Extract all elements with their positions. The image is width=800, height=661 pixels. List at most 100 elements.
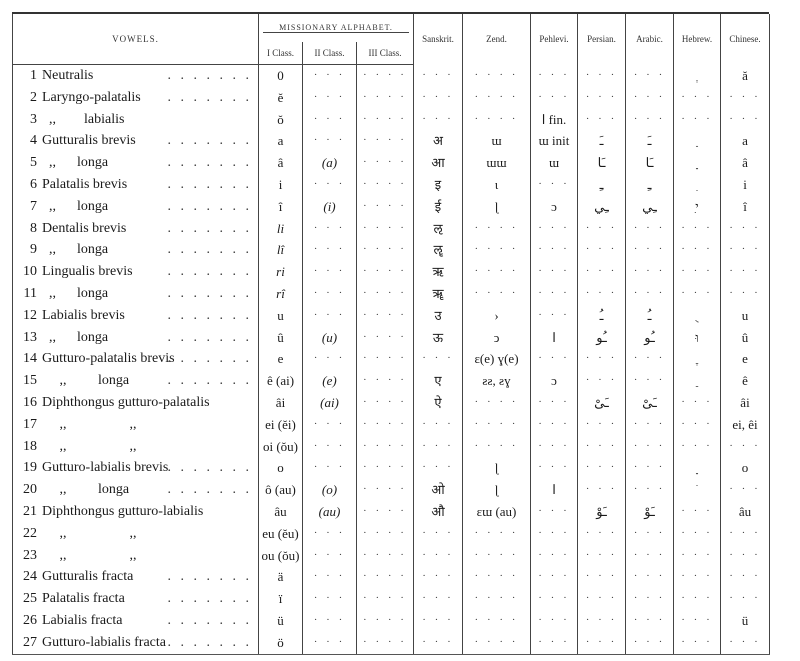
class-2-cell: · · · bbox=[302, 130, 357, 153]
class-2-cell: (u) bbox=[302, 326, 357, 349]
vowel-name-cell: 14 Gutturo-palatalis brevis. . . . . . . bbox=[12, 348, 259, 371]
class-2-cell: · · · bbox=[302, 86, 357, 109]
header-zend: Zend. bbox=[462, 14, 531, 65]
hebrew-cell: · · · bbox=[673, 435, 721, 458]
table-row: 13 ,, longa. . . . . . . û (u) · · · · ऊ ↄ ا ـُ… bbox=[12, 326, 770, 349]
row-number: 10 bbox=[23, 264, 37, 280]
class-3-cell: · · · · bbox=[356, 282, 414, 305]
sanskrit-cell: उ bbox=[413, 304, 463, 327]
class-1-cell: rî bbox=[258, 282, 303, 305]
class-1-cell: ô (au) bbox=[258, 479, 303, 501]
table-row: 1 Neutralis. . . . . . . 0 · · · · · · · · · … bbox=[12, 64, 770, 87]
pehlevi-cell: · · · bbox=[530, 413, 578, 436]
dot-leader: . . . . . . . bbox=[167, 569, 252, 585]
brace-line bbox=[263, 31, 409, 33]
zend-cell: ɯ bbox=[462, 130, 531, 153]
sanskrit-cell: · · · bbox=[413, 435, 463, 458]
vowel-name: ,, longa bbox=[42, 482, 130, 498]
row-number: 15 bbox=[23, 373, 37, 389]
zend-cell: ɭ bbox=[462, 457, 531, 480]
class-1-cell: ö bbox=[258, 631, 303, 655]
vowel-name-cell: 25 Palatalis fracta . . . . . . . bbox=[12, 588, 259, 610]
hebrew-cell: ִי bbox=[673, 195, 721, 218]
vowel-name: Gutturo-labialis fracta bbox=[42, 634, 167, 650]
persian-cell: ـَا bbox=[577, 152, 626, 174]
class-3-cell: · · · · bbox=[356, 217, 414, 240]
chinese-cell: · · · bbox=[720, 108, 770, 131]
vowel-name: ,, ,, bbox=[42, 416, 137, 432]
row-number: 8 bbox=[30, 220, 37, 236]
class-3-cell: · · · · bbox=[356, 326, 414, 349]
class-3-cell: · · · · bbox=[356, 588, 414, 610]
persian-cell: · · · bbox=[577, 566, 626, 589]
class-2-cell: · · · bbox=[302, 261, 357, 283]
class-2-cell: · · · bbox=[302, 609, 357, 632]
chinese-cell: î bbox=[720, 195, 770, 218]
vowel-name: ,, labialis bbox=[42, 111, 125, 127]
header-persian: Persian. bbox=[577, 14, 626, 65]
arabic-cell: · · · bbox=[625, 261, 674, 283]
pehlevi-cell: · · · bbox=[530, 609, 578, 632]
table-row: 5 ,, longa. . . . . . . â (a) · · · · आ ɯɯ ɯ ـَ… bbox=[12, 152, 770, 174]
arabic-cell: · · · bbox=[625, 239, 674, 262]
sanskrit-cell: इ bbox=[413, 173, 463, 196]
class-1-cell: 0 bbox=[258, 64, 303, 87]
pehlevi-cell: · · · bbox=[530, 217, 578, 240]
vowel-name: ,, longa bbox=[42, 198, 109, 214]
table-row: 3 ,, labialis ŏ · · · · · · · · · · · · · · ا … bbox=[12, 108, 770, 131]
vowel-name: Labialis fracta bbox=[42, 612, 123, 628]
vowel-name-cell: 4 Gutturalis brevis . . . . . . . bbox=[12, 130, 259, 153]
header-pehlevi: Pehlevi. bbox=[530, 14, 578, 65]
sanskrit-cell: · · · bbox=[413, 348, 463, 371]
chinese-cell: u bbox=[720, 304, 770, 327]
arabic-cell: ـَوْ bbox=[625, 500, 674, 523]
hebrew-cell: · · · bbox=[673, 239, 721, 262]
zend-cell: · · · · bbox=[462, 609, 531, 632]
sanskrit-cell: · · · bbox=[413, 64, 463, 87]
vowel-name-cell: 24 Gutturalis fracta . . . . . . . bbox=[12, 566, 259, 589]
vowel-name-cell: 17 ,, ,, bbox=[12, 413, 259, 436]
sanskrit-cell: · · · bbox=[413, 544, 463, 567]
zend-cell: · · · · bbox=[462, 217, 531, 240]
persian-cell: · · · bbox=[577, 108, 626, 131]
vowel-name-cell: 26 Labialis fracta . . . . . . . bbox=[12, 609, 259, 632]
sanskrit-cell: · · · bbox=[413, 566, 463, 589]
sanskrit-cell: · · · bbox=[413, 609, 463, 632]
table-row: 6 Palatalis brevis. . . . . . . i · · · · · … bbox=[12, 173, 770, 196]
class-2-cell: · · · bbox=[302, 544, 357, 567]
hebrew-cell: · · · bbox=[673, 261, 721, 283]
table-row: 27 Gutturo-labialis fracta. . . . . . . ö ·… bbox=[12, 631, 770, 655]
header-sanskrit: Sanskrit. bbox=[413, 14, 463, 65]
sanskrit-cell: ॡ bbox=[413, 239, 463, 262]
table-row: 15 ,, longa. . . . . . .ê (ai) (e) · · · ·… bbox=[12, 370, 770, 392]
hebrew-cell: · · · bbox=[673, 500, 721, 523]
dot-leader: . . . . . . . bbox=[167, 264, 252, 280]
vowel-name-cell: 27 Gutturo-labialis fracta. . . . . . . bbox=[12, 631, 259, 655]
class-1-cell: i bbox=[258, 173, 303, 196]
vowel-name-cell: 9 ,, longa . . . . . . . bbox=[12, 239, 259, 262]
vowel-name-cell: 11 ,, longa . . . . . . . bbox=[12, 282, 259, 305]
table-row: 12 Labialis brevis. . . . . . . u · · · · · … bbox=[12, 304, 770, 327]
row-number: 13 bbox=[23, 329, 37, 345]
sanskrit-cell: अ bbox=[413, 130, 463, 153]
class-3-cell: · · · · bbox=[356, 413, 414, 436]
table-row: 20 ,, longa. . . . . . .ô (au) (o) · · · ·… bbox=[12, 479, 770, 501]
vowel-name: Laryngo-palatalis bbox=[42, 89, 141, 105]
vowel-name: ,, ,, bbox=[42, 525, 137, 541]
class-3-cell: · · · · bbox=[356, 566, 414, 589]
class-1-cell: ï bbox=[258, 588, 303, 610]
sanskrit-cell: ऊ bbox=[413, 326, 463, 349]
arabic-cell: ـَىْ bbox=[625, 391, 674, 414]
class-1-cell: âu bbox=[258, 500, 303, 523]
pehlevi-cell: · · · bbox=[530, 544, 578, 567]
chinese-cell: · · · bbox=[720, 588, 770, 610]
table-row: 22 ,, ,, eu (ĕu) · · · · · · · · · · · · · · ·… bbox=[12, 522, 770, 545]
hebrew-cell: · · · bbox=[673, 566, 721, 589]
vowel-name: Gutturalis fracta bbox=[42, 569, 134, 585]
sanskrit-cell: ॠ bbox=[413, 282, 463, 305]
class-2-cell: · · · bbox=[302, 522, 357, 545]
vowel-name: Gutturalis brevis bbox=[42, 133, 136, 149]
sanskrit-cell: ओ bbox=[413, 479, 463, 501]
hebrew-cell: ָ bbox=[673, 152, 721, 174]
table-row: 19 Gutturo-labialis brevis. . . . . . . o ·… bbox=[12, 457, 770, 480]
